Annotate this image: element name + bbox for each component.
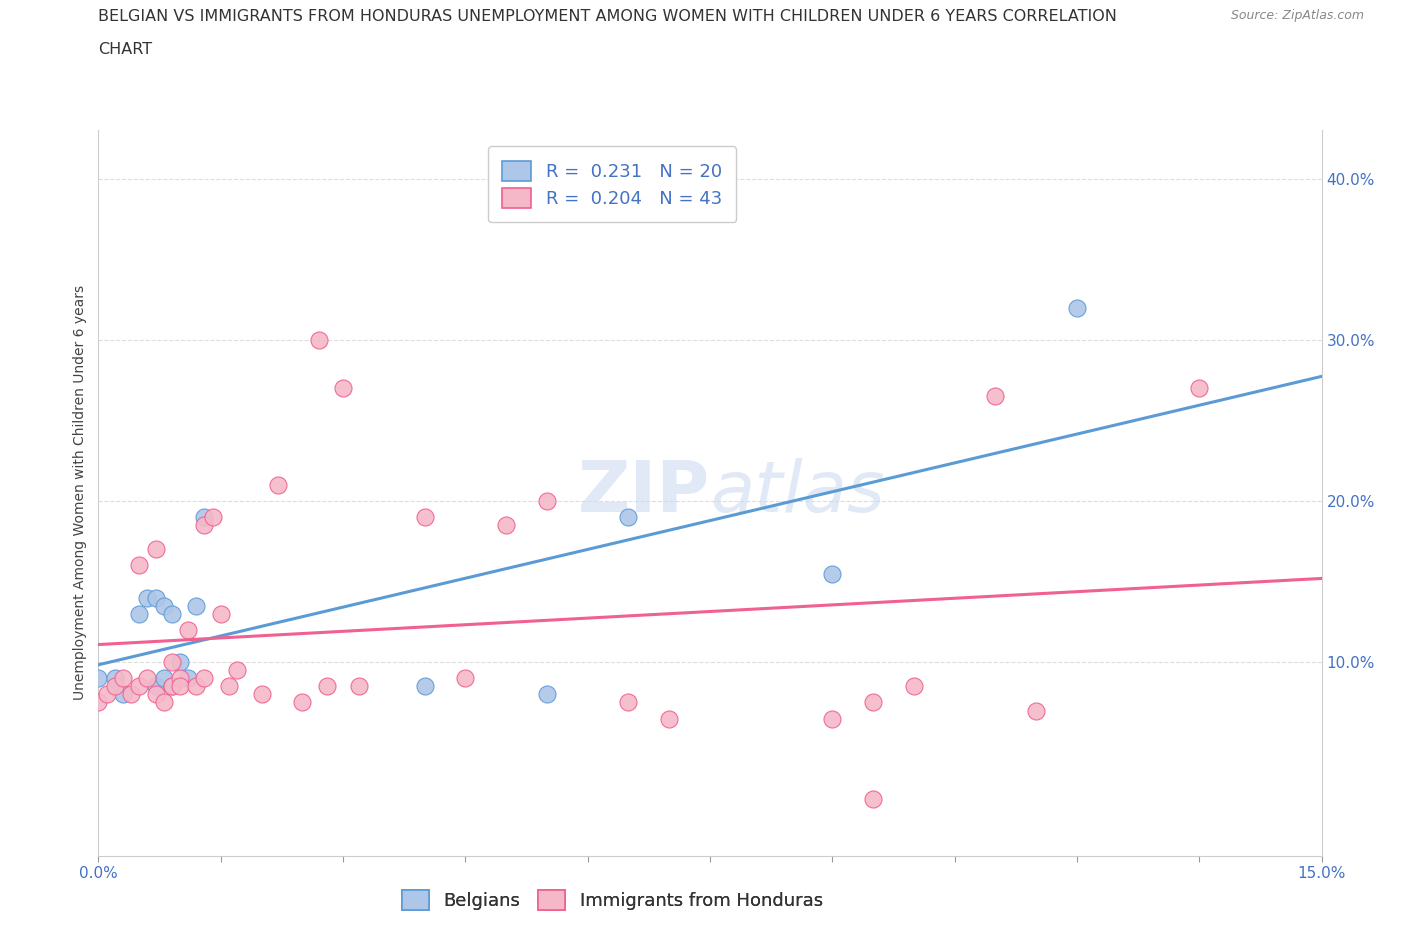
Point <box>186 679 208 694</box>
Point <box>193 671 215 685</box>
Point <box>104 671 127 685</box>
Point <box>308 332 330 347</box>
Point <box>160 679 183 694</box>
Point <box>152 671 174 685</box>
Point <box>104 679 127 694</box>
Point <box>495 518 517 533</box>
Point <box>136 671 159 685</box>
Point <box>96 687 118 702</box>
Point <box>226 663 249 678</box>
Point <box>169 679 191 694</box>
Point <box>111 687 134 702</box>
Point <box>152 695 174 710</box>
Point <box>1188 380 1211 395</box>
Point <box>169 655 191 670</box>
Point <box>315 679 337 694</box>
Point <box>291 695 314 710</box>
Text: atlas: atlas <box>710 458 884 527</box>
Point <box>821 711 844 726</box>
Point <box>177 671 200 685</box>
Point <box>209 606 232 621</box>
Point <box>87 671 110 685</box>
Point <box>984 389 1007 404</box>
Point <box>145 542 167 557</box>
Point <box>160 606 183 621</box>
Point <box>193 510 215 525</box>
Point <box>201 510 224 525</box>
Point <box>177 622 200 637</box>
Point <box>128 606 150 621</box>
Point <box>152 598 174 613</box>
Point <box>536 494 558 509</box>
Point <box>454 671 477 685</box>
Point <box>128 558 150 573</box>
Point <box>536 687 558 702</box>
Y-axis label: Unemployment Among Women with Children Under 6 years: Unemployment Among Women with Children U… <box>73 286 87 700</box>
Point <box>250 687 273 702</box>
Text: CHART: CHART <box>98 42 152 57</box>
Point <box>617 510 640 525</box>
Point <box>1066 300 1088 315</box>
Text: ZIP: ZIP <box>578 458 710 527</box>
Point <box>267 477 290 492</box>
Point <box>658 711 681 726</box>
Point <box>160 655 183 670</box>
Point <box>821 566 844 581</box>
Point <box>136 591 159 605</box>
Point <box>862 791 884 806</box>
Point <box>413 679 436 694</box>
Point <box>862 695 884 710</box>
Point <box>218 679 240 694</box>
Point <box>617 695 640 710</box>
Point <box>186 598 208 613</box>
Point <box>128 679 150 694</box>
Point <box>332 380 354 395</box>
Point <box>1025 703 1047 718</box>
Text: Source: ZipAtlas.com: Source: ZipAtlas.com <box>1230 9 1364 22</box>
Point <box>169 671 191 685</box>
Point <box>120 687 142 702</box>
Point <box>903 679 925 694</box>
Point <box>160 679 183 694</box>
Point <box>413 510 436 525</box>
Point <box>111 671 134 685</box>
Point <box>145 687 167 702</box>
Text: BELGIAN VS IMMIGRANTS FROM HONDURAS UNEMPLOYMENT AMONG WOMEN WITH CHILDREN UNDER: BELGIAN VS IMMIGRANTS FROM HONDURAS UNEM… <box>98 9 1118 24</box>
Point <box>145 591 167 605</box>
Point <box>349 679 371 694</box>
Legend: Belgians, Immigrants from Honduras: Belgians, Immigrants from Honduras <box>392 881 832 919</box>
Point <box>193 518 215 533</box>
Point <box>145 679 167 694</box>
Point <box>87 695 110 710</box>
